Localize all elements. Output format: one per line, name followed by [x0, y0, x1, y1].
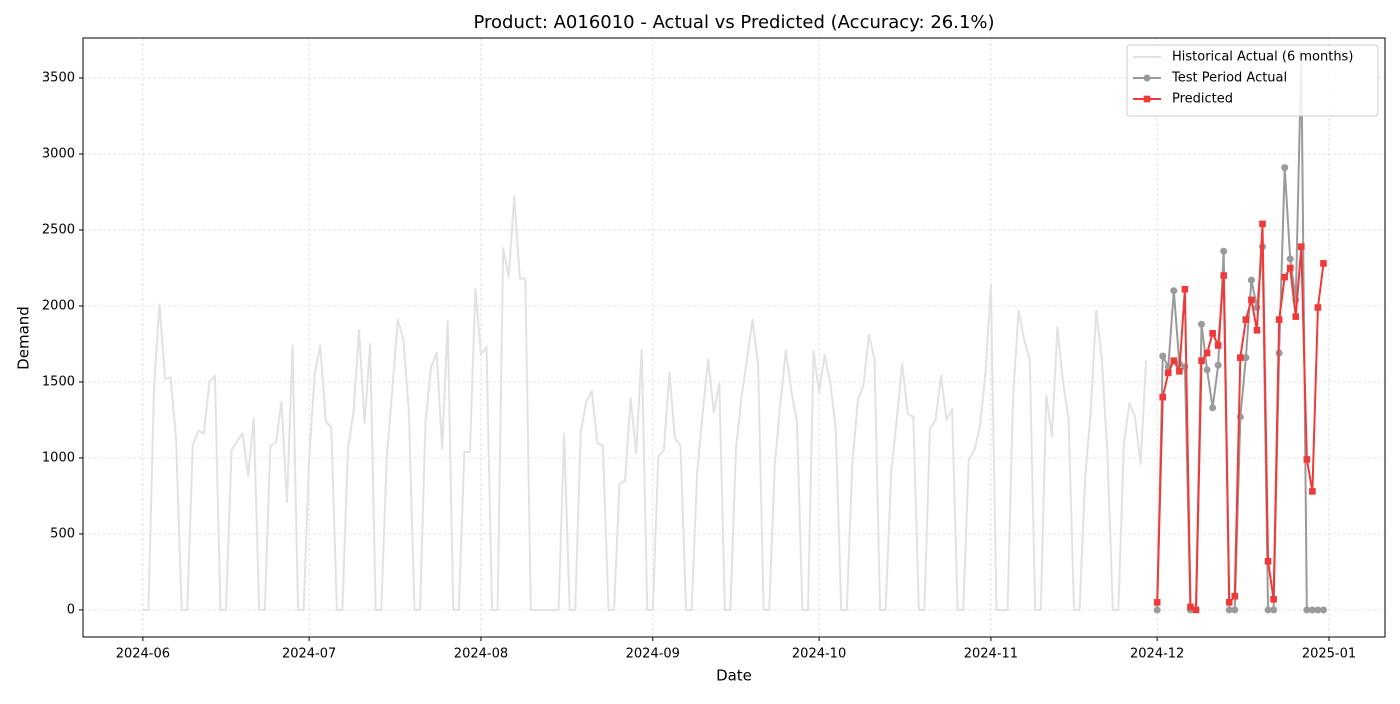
legend-box	[1126, 44, 1379, 117]
data-point	[1225, 599, 1233, 606]
data-point	[1153, 599, 1161, 606]
data-point	[1220, 247, 1228, 255]
data-point	[1314, 606, 1322, 614]
legend-label: Historical Actual (6 months)	[1172, 50, 1353, 65]
data-point	[1242, 354, 1250, 362]
data-point	[1253, 326, 1261, 334]
legend-marker	[1143, 95, 1151, 103]
data-point	[1170, 357, 1178, 364]
chart-title: Product: A016010 - Actual vs Predicted (…	[473, 12, 994, 33]
x-tick-label: 2025-01	[1302, 647, 1356, 662]
data-point	[1320, 260, 1327, 267]
legend-marker	[1143, 74, 1151, 82]
data-point	[1242, 316, 1250, 323]
data-point	[1270, 606, 1278, 614]
data-point	[1314, 304, 1322, 311]
data-point	[1231, 592, 1239, 600]
series	[1153, 220, 1327, 614]
data-point	[1275, 316, 1283, 323]
data-point	[1264, 606, 1272, 614]
data-point	[1220, 272, 1228, 279]
data-point	[1319, 606, 1327, 614]
y-tick-label: 0	[67, 602, 75, 617]
data-point	[1164, 369, 1172, 377]
data-point	[1303, 456, 1311, 463]
data-point	[1247, 276, 1255, 284]
y-tick-label: 3500	[42, 70, 75, 85]
data-point	[1214, 361, 1222, 369]
x-axis-label: Date	[716, 667, 752, 685]
data-point	[1159, 352, 1167, 360]
data-point	[1270, 596, 1277, 603]
data-point	[1214, 342, 1222, 349]
data-point	[1303, 606, 1311, 614]
data-point	[1153, 606, 1161, 614]
y-tick-label: 1500	[42, 374, 75, 389]
data-point	[1231, 606, 1239, 614]
plot-frame	[82, 37, 1386, 638]
data-point	[1259, 220, 1266, 228]
data-point	[1298, 243, 1305, 250]
data-point	[1264, 558, 1272, 565]
x-tick-label: 2024-08	[454, 647, 508, 662]
legend-label: Test Period Actual	[1171, 71, 1287, 86]
data-point	[1187, 603, 1194, 611]
y-tick-label: 3000	[42, 146, 75, 161]
data-point	[1281, 273, 1288, 281]
x-tick-label: 2024-09	[626, 647, 680, 662]
data-point	[1237, 354, 1244, 361]
data-point	[1286, 255, 1294, 263]
data-point	[1198, 357, 1205, 364]
data-point	[1192, 606, 1200, 614]
data-point	[1286, 264, 1294, 272]
data-point	[1292, 313, 1300, 320]
data-point	[1159, 393, 1167, 401]
data-point	[1253, 303, 1261, 311]
y-tick-label: 2000	[42, 298, 75, 313]
data-point	[1281, 164, 1289, 172]
x-tick-label: 2024-10	[792, 647, 846, 662]
data-point	[1225, 606, 1233, 614]
data-point	[1236, 413, 1244, 421]
line	[142, 195, 1148, 611]
series	[142, 195, 1148, 611]
data-point	[1203, 349, 1211, 357]
data-point	[1209, 404, 1217, 412]
data-point	[1209, 330, 1216, 337]
y-tick-label: 500	[50, 526, 75, 541]
data-point	[1198, 320, 1206, 328]
y-tick-label: 2500	[42, 222, 75, 237]
data-point	[1176, 368, 1183, 375]
data-point	[1309, 488, 1316, 495]
x-tick-label: 2024-11	[964, 647, 1018, 662]
y-axis-label: Demand	[15, 306, 33, 370]
data-point	[1170, 287, 1178, 295]
x-tick-label: 2024-12	[1130, 647, 1184, 662]
x-tick-label: 2024-06	[116, 647, 170, 662]
data-point	[1308, 606, 1316, 614]
y-tick-label: 1000	[42, 450, 75, 465]
data-point	[1181, 285, 1189, 293]
x-tick-label: 2024-07	[282, 647, 336, 662]
legend-label: Predicted	[1172, 92, 1233, 107]
data-point	[1248, 296, 1255, 304]
data-point	[1203, 366, 1211, 374]
